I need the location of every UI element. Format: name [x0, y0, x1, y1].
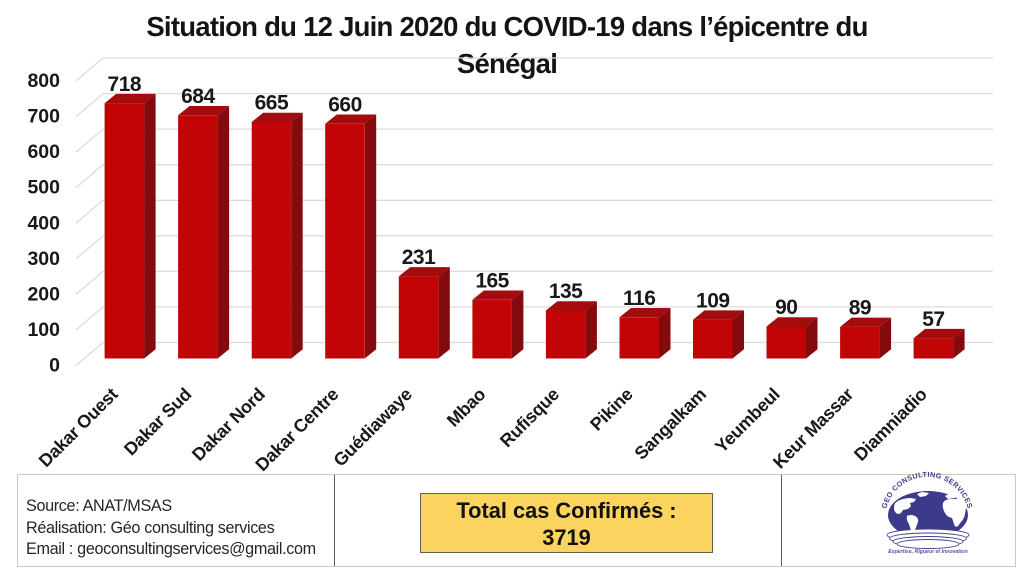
svg-text:665: 665 — [255, 92, 289, 115]
svg-text:0: 0 — [49, 355, 60, 377]
svg-text:Expertise, Rigueur et Innovati: Expertise, Rigueur et Innovation — [888, 549, 968, 555]
svg-text:718: 718 — [108, 73, 142, 96]
svg-text:660: 660 — [328, 93, 362, 116]
svg-text:400: 400 — [27, 212, 60, 234]
svg-text:700: 700 — [27, 106, 60, 128]
svg-text:165: 165 — [475, 269, 509, 292]
svg-text:231: 231 — [402, 246, 436, 269]
svg-text:300: 300 — [27, 248, 60, 270]
svg-text:200: 200 — [27, 283, 60, 305]
svg-text:684: 684 — [181, 85, 215, 108]
svg-text:57: 57 — [922, 308, 944, 331]
svg-text:100: 100 — [27, 319, 60, 341]
svg-text:90: 90 — [775, 296, 797, 319]
svg-text:135: 135 — [549, 280, 583, 303]
svg-text:500: 500 — [27, 177, 60, 199]
svg-text:116: 116 — [623, 287, 655, 310]
svg-text:109: 109 — [696, 289, 730, 312]
svg-text:800: 800 — [27, 70, 60, 92]
svg-text:89: 89 — [849, 297, 871, 320]
svg-text:600: 600 — [27, 141, 60, 163]
